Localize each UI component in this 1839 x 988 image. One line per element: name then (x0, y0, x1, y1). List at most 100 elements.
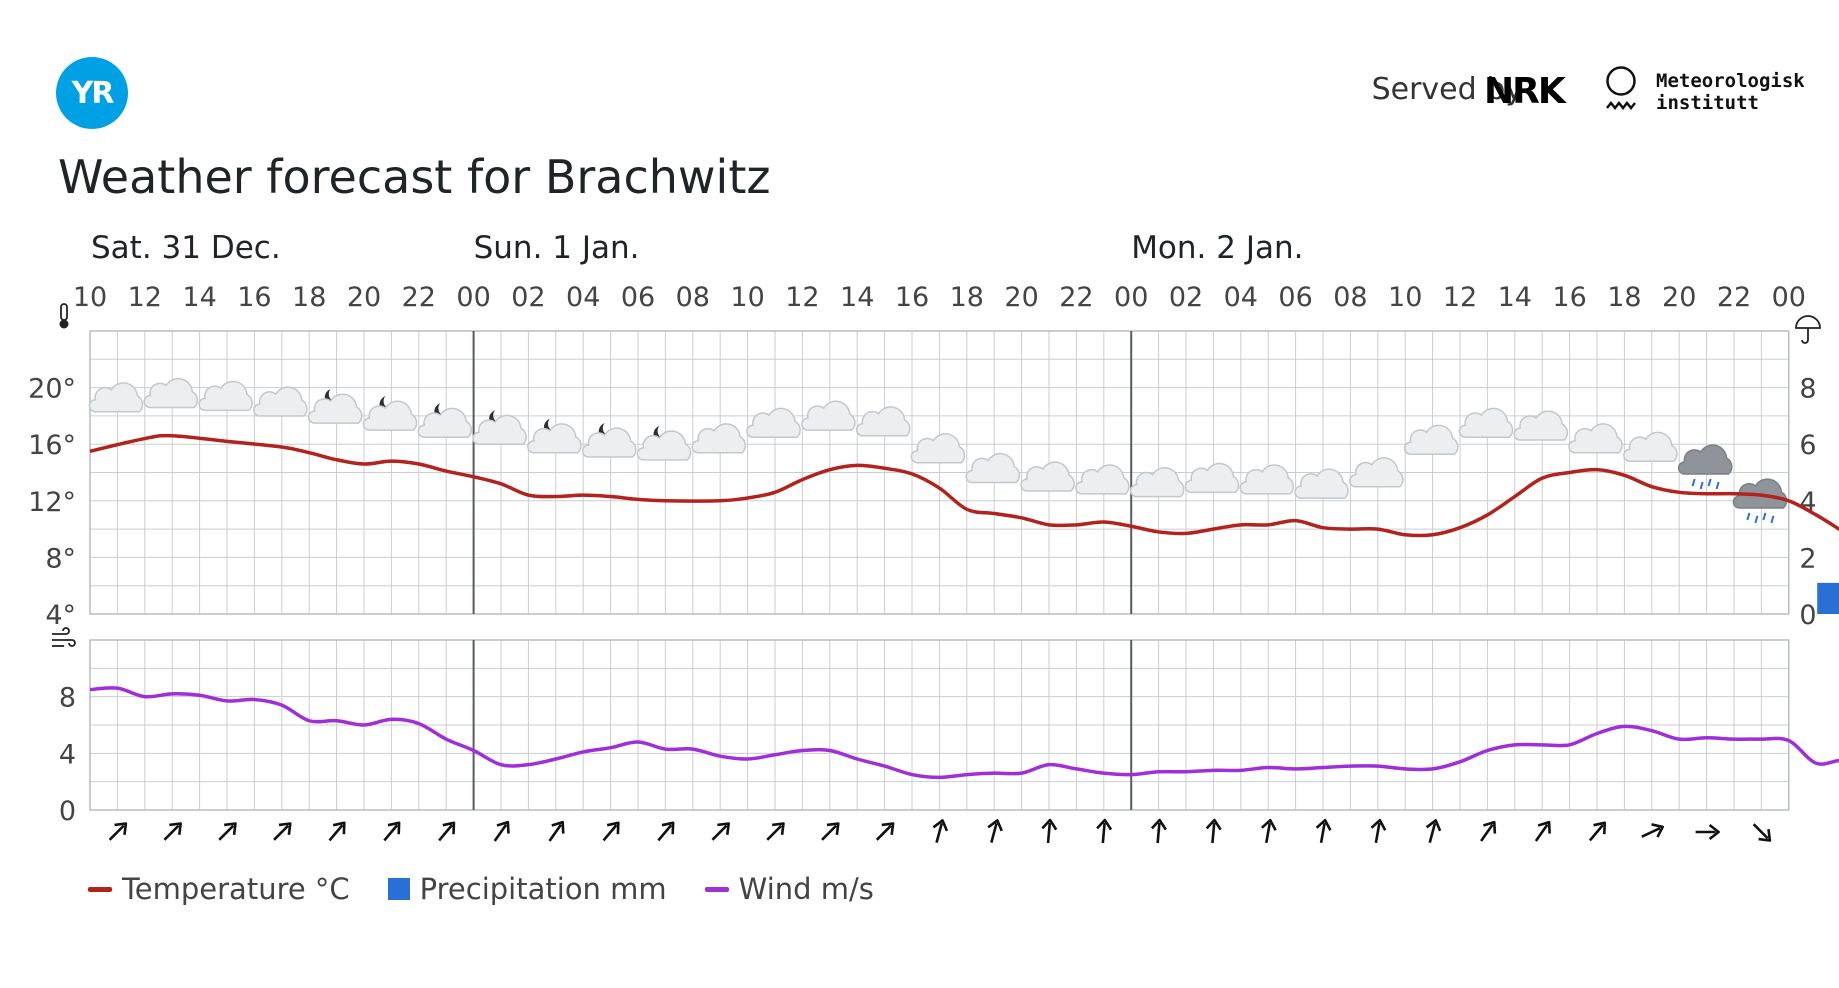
cloud-shape (1458, 407, 1514, 438)
hour-tick-label: 20 (347, 282, 381, 313)
cloud-icon (1349, 457, 1404, 488)
arrow-shaft (1641, 827, 1661, 838)
arrow-head (1370, 818, 1387, 831)
thermometer-bulb (59, 319, 69, 329)
met-institute-name[interactable]: Meteorologisk institutt (1656, 70, 1805, 114)
arrow-shaft (1156, 822, 1161, 844)
wind-arrow-icon (1150, 818, 1167, 844)
hour-tick-label: 18 (292, 282, 326, 313)
arrow-shaft (383, 824, 399, 842)
wind-arrow-icon (987, 819, 1003, 843)
arrow-head (1150, 818, 1167, 831)
arrow-shaft (1374, 822, 1381, 844)
hour-tick-label: 18 (950, 282, 984, 313)
cloud-icon (965, 452, 1021, 484)
thermometer-icon (59, 303, 69, 329)
wind-icon-stroke (52, 639, 76, 647)
hour-tick-label: 04 (1224, 282, 1258, 313)
wind-arrow-icon (328, 821, 346, 842)
precipitation-bar (1817, 582, 1839, 614)
arrow-shaft (1265, 822, 1272, 844)
hour-tick-label: 14 (1498, 282, 1532, 313)
hour-tick-label: 00 (1772, 282, 1806, 313)
wind-icon (52, 627, 76, 647)
cloud-shape (855, 406, 911, 437)
wind-arrow-icon (821, 822, 840, 841)
cloud-icon (691, 423, 747, 454)
nrk-logo[interactable]: NRK (1484, 71, 1566, 112)
thermometer-stem (60, 303, 68, 321)
cloud-icon (143, 377, 199, 409)
day-label: Sun. 1 Jan. (474, 230, 640, 266)
arrow-shaft (602, 824, 618, 842)
cloud-shape (1513, 410, 1569, 441)
legend-precipitation-label: Precipitation mm (419, 872, 667, 906)
rain-drop (1762, 512, 1767, 521)
cloud-shape (362, 400, 418, 431)
cloud-shape (1075, 464, 1130, 495)
weather-symbols (88, 377, 1788, 524)
cloud-rain-icon (1732, 478, 1788, 524)
arrow-shaft (875, 824, 892, 841)
arrow-head (1651, 823, 1664, 838)
wind-arrow-icon (1480, 820, 1497, 842)
wind-arrow-icon (932, 819, 949, 843)
rain-drop (1691, 478, 1696, 487)
yr-logo[interactable]: YR (56, 57, 128, 129)
arrow-head (1096, 818, 1113, 831)
met-institute-logo-icon[interactable] (1604, 64, 1638, 120)
hour-tick-label: 00 (456, 282, 490, 313)
panel-border (89, 330, 1790, 615)
wind-arrow-icon (383, 821, 401, 842)
hour-tick-label: 06 (1278, 282, 1312, 313)
hour-tick-label: 08 (676, 282, 710, 313)
arrow-shaft (1046, 822, 1052, 844)
hour-tick-label: 12 (785, 282, 819, 313)
cloud-shape (253, 386, 308, 417)
rain-drop (1746, 512, 1751, 521)
wind-arrow-icon (1096, 818, 1113, 844)
hour-tick-label: 04 (566, 282, 600, 313)
hour-tick-label: 12 (1443, 282, 1477, 313)
rain-drop (1699, 481, 1704, 490)
met-institute-line2: institutt (1656, 92, 1759, 114)
hour-tick-label: 12 (128, 282, 162, 313)
cloud-icon (198, 380, 253, 412)
hour-tick-label: 18 (1607, 282, 1641, 313)
wind-arrow-icon (875, 822, 895, 841)
arrow-shaft (273, 824, 290, 841)
arrow-shaft (1534, 823, 1549, 842)
arrow-head (826, 822, 840, 835)
cloud-shape (1129, 467, 1185, 498)
legend-temperature-label: Temperature °C (122, 872, 350, 906)
temperature-axis-label: 4° (45, 600, 76, 631)
arrow-head (114, 822, 128, 835)
arrow-head (1537, 820, 1551, 834)
met-institute-line1: Meteorologisk (1656, 70, 1805, 92)
arrow-shaft (935, 822, 943, 843)
precipitation-bars (1817, 582, 1839, 614)
wind-arrow-icon (602, 821, 620, 842)
temperature-axis-label: 8° (45, 543, 76, 574)
arrow-head (551, 820, 565, 834)
cloud-moon-icon (307, 389, 363, 424)
cloud-icon (1623, 431, 1678, 463)
arrow-head (1205, 818, 1222, 831)
arrow-head (932, 819, 949, 832)
cloud-shape (472, 414, 527, 446)
cloud-shape (1568, 423, 1623, 454)
arrow-head (169, 822, 182, 835)
hour-tick-label: 22 (1717, 282, 1751, 313)
hour-tick-label: 14 (840, 282, 874, 313)
wind-arrow-icon (548, 820, 565, 842)
cloud-shape (307, 393, 363, 424)
hour-tick-label: 08 (1333, 282, 1367, 313)
temperature-axis-label: 16° (28, 430, 76, 461)
legend-wind-label: Wind m/s (738, 872, 874, 906)
arrow-head (717, 822, 730, 835)
cloud-icon (88, 382, 144, 413)
arrow-head (881, 822, 895, 835)
day-label: Sat. 31 Dec. (91, 230, 281, 266)
arrow-shaft (657, 824, 673, 842)
